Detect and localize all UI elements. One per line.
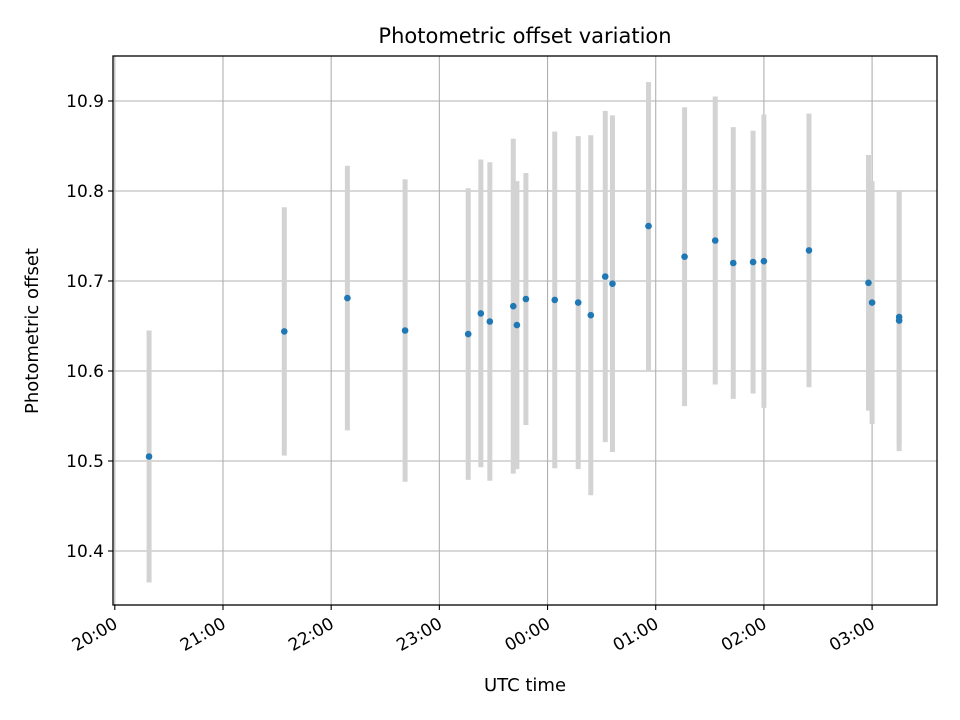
- data-point: [401, 327, 409, 334]
- x-axis-label: UTC time: [484, 675, 566, 696]
- data-point: [711, 237, 719, 244]
- data-points: [145, 222, 903, 460]
- data-point: [868, 299, 876, 306]
- data-point: [513, 321, 521, 329]
- data-point: [574, 299, 582, 306]
- data-point: [895, 317, 903, 324]
- chart-title: Photometric offset variation: [378, 24, 671, 48]
- y-axis-label: Photometric offset: [22, 248, 43, 414]
- data-point: [587, 311, 595, 319]
- data-point: [609, 280, 616, 288]
- data-point: [551, 296, 559, 304]
- y-tick-label: 10.9: [66, 92, 104, 112]
- y-tick-label: 10.5: [66, 452, 104, 472]
- y-tick-label: 10.7: [66, 272, 104, 292]
- plot-frame: [112, 55, 938, 606]
- data-point: [749, 258, 757, 266]
- data-point: [145, 453, 153, 460]
- data-point: [760, 257, 768, 265]
- y-tick-label: 10.4: [66, 542, 104, 562]
- data-point: [464, 330, 472, 338]
- data-point: [729, 259, 737, 267]
- y-tick-label: 10.8: [66, 182, 104, 202]
- data-point: [477, 310, 485, 317]
- data-point: [509, 302, 517, 310]
- data-point: [601, 273, 609, 280]
- data-point: [681, 253, 688, 260]
- y-tick-label: 10.6: [66, 362, 104, 382]
- data-point: [865, 279, 872, 287]
- data-point: [522, 295, 530, 303]
- y-axis-ticks: 10.4 10.5 10.6 10.7 10.8 10.9: [66, 92, 113, 562]
- data-point: [805, 247, 813, 254]
- data-point: [344, 294, 351, 302]
- data-point: [486, 318, 494, 325]
- data-point: [645, 222, 652, 230]
- data-point: [280, 328, 288, 335]
